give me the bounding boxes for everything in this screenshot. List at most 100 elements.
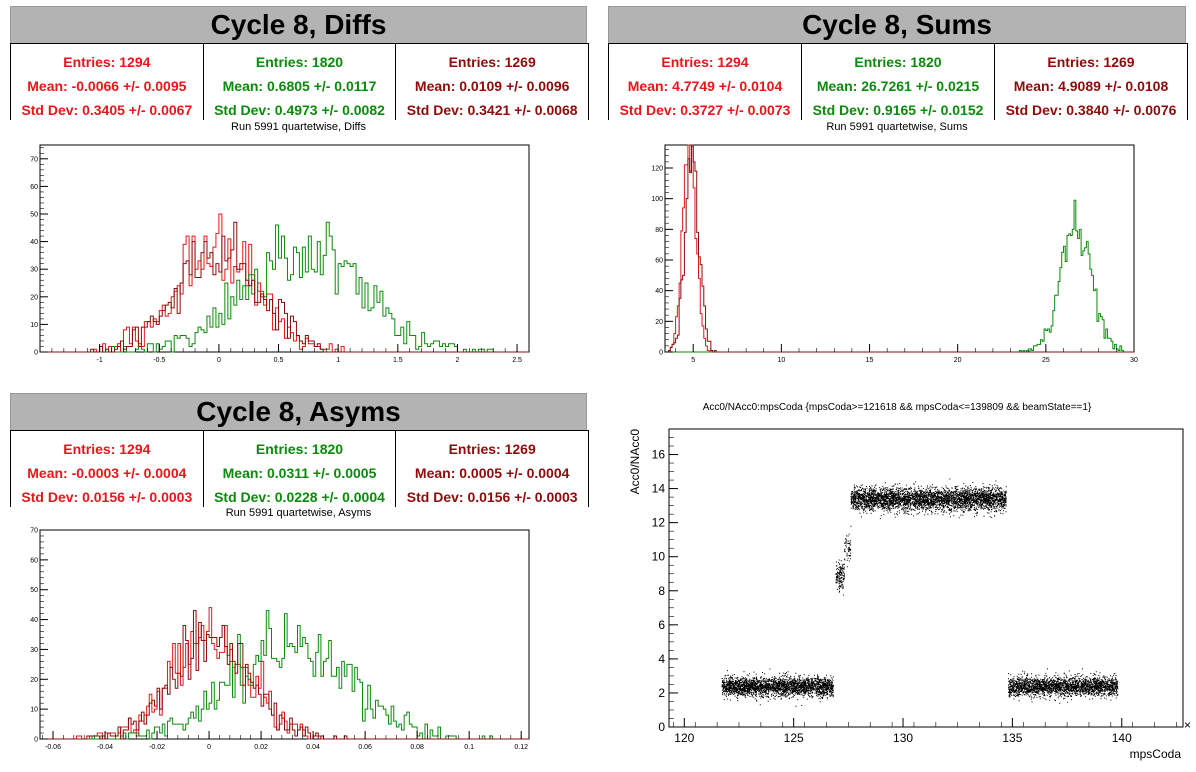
x-tick-label: 0.02 (254, 744, 268, 751)
asyms-subtitle: Run 5991 quartetwise, Asyms (225, 507, 372, 519)
y-tick-label: 60 (655, 258, 663, 265)
asyms-histogram: -0.06 -0.04 -0.02 0 0.02 0.04 0.06 0.08 0.1 0.12 0… (30, 528, 530, 751)
scatter-plot: 120 125 130 135 140 0 2 4 6 8 10 12 14 16 ×103 mpsCoda A… (628, 428, 1192, 761)
sums-title: Cycle 8, Sums (608, 6, 1186, 44)
histogram-series-3 (40, 610, 529, 740)
mean-label: Mean: 4.7749 +/- 0.0104 (627, 78, 783, 94)
y-axis-label: Acc0/NAcc0 (628, 429, 642, 495)
diffs-title: Cycle 8, Diffs (10, 6, 587, 44)
mean-label: Mean: 0.0311 +/- 0.0005 (222, 465, 377, 481)
y-tick-label: 10 (652, 550, 666, 564)
entries-label: Entries: 1820 (854, 54, 942, 70)
x-tick-label: 0.5 (274, 357, 284, 364)
y-tick-label: 10 (30, 707, 38, 714)
x-tick-label: 5 (691, 357, 695, 364)
y-tick-label: 50 (30, 212, 38, 219)
entries-label: Entries: 1269 (1047, 54, 1135, 70)
y-tick-label: 4 (658, 652, 665, 666)
sums-stats-col-2: Entries: 1820 Mean: 26.7261 +/- 0.0215 S… (802, 44, 995, 120)
x-tick-label: 0.1 (464, 744, 474, 751)
x-tick-label: 25 (1042, 357, 1050, 364)
plot-frame (668, 428, 1184, 728)
stddev-label: Std Dev: 0.3421 +/- 0.0068 (406, 102, 578, 118)
asyms-stats-col-1: Entries: 1294 Mean: -0.0003 +/- 0.0004 S… (11, 431, 204, 507)
y-tick-label: 8 (658, 584, 665, 598)
mean-label: Mean: 0.6805 +/- 0.0117 (222, 78, 377, 94)
entries-label: Entries: 1294 (63, 54, 151, 70)
y-tick-label: 100 (651, 196, 663, 203)
x-tick-label: -1 (97, 357, 103, 364)
sums-stats-col-1: Entries: 1294 Mean: 4.7749 +/- 0.0104 St… (609, 44, 802, 120)
asyms-stats: Entries: 1294 Mean: -0.0003 +/- 0.0004 S… (10, 430, 589, 507)
x-tick-label: 135 (1002, 731, 1022, 745)
scatter-cluster-2 (835, 558, 845, 596)
y-tick-label: 40 (655, 288, 663, 295)
x-tick-label: 1.5 (393, 357, 403, 364)
x-tick-label: 140 (1112, 731, 1132, 745)
x-multiplier-label: ×103 (1184, 717, 1192, 732)
histogram-series-2 (665, 199, 1134, 353)
x-tick-label: 0 (207, 744, 211, 751)
sums-subtitle: Run 5991 quartetwise, Sums (826, 121, 968, 133)
x-tick-label: -0.06 (45, 744, 61, 751)
diffs-stats: Entries: 1294 Mean: -0.0066 +/- 0.0095 S… (10, 43, 589, 120)
plot-frame (39, 529, 530, 740)
entries-label: Entries: 1269 (448, 441, 536, 457)
asyms-title: Cycle 8, Asyms (10, 393, 587, 431)
mean-label: Mean: 0.0109 +/- 0.0096 (414, 78, 570, 94)
stddev-label: Std Dev: 0.0156 +/- 0.0003 (21, 489, 193, 505)
y-tick-label: 30 (30, 267, 38, 274)
x-tick-label: -0.5 (153, 357, 165, 364)
y-tick-label: 14 (652, 482, 666, 496)
histogram-series-3 (665, 144, 1134, 353)
y-tick-label: 0 (658, 720, 665, 734)
y-tick-label: 40 (30, 239, 38, 246)
histogram-series-3 (40, 221, 529, 353)
x-tick-label: 130 (893, 731, 913, 745)
y-tick-label: 12 (652, 516, 666, 530)
scatter-points (721, 478, 1119, 707)
y-tick-label: 16 (652, 448, 666, 462)
entries-label: Entries: 1820 (255, 54, 344, 70)
x-tick-label: 0.08 (410, 744, 424, 751)
entries-label: Entries: 1820 (255, 441, 344, 457)
stddev-label: Std Dev: 0.4973 +/- 0.0082 (214, 102, 385, 118)
stddev-label: Std Dev: 0.3840 +/- 0.0076 (1005, 102, 1177, 118)
diffs-histogram: -1 -0.5 0 0.5 1 1.5 2 2.5 0 10 20 30 40 50 60 70 (30, 144, 530, 364)
stddev-label: Std Dev: 0.9165 +/- 0.0152 (812, 102, 984, 118)
y-tick-label: 0 (659, 350, 663, 357)
y-tick-label: 10 (30, 322, 38, 329)
x-tick-label: 10 (777, 357, 785, 364)
sums-histogram: 5 10 15 20 25 30 0 20 40 60 80 100 120 (651, 144, 1138, 364)
x-tick-label: 0.12 (514, 744, 528, 751)
mean-label: Mean: -0.0066 +/- 0.0095 (27, 78, 187, 94)
y-tick-label: 20 (30, 294, 38, 301)
x-tick-label: 20 (954, 357, 962, 364)
x-tick-label: -0.02 (149, 744, 165, 751)
scatter-cluster-4 (850, 478, 1007, 520)
y-tick-label: 60 (30, 184, 38, 191)
mean-label: Mean: 26.7261 +/- 0.0215 (816, 78, 980, 94)
histogram-series-2 (40, 221, 529, 353)
mean-label: Mean: -0.0003 +/- 0.0004 (27, 465, 187, 481)
sums-stats: Entries: 1294 Mean: 4.7749 +/- 0.0104 St… (608, 43, 1188, 120)
x-tick-label: 125 (784, 731, 804, 745)
y-tick-label: 70 (30, 156, 38, 163)
y-tick-label: 20 (30, 677, 38, 684)
stddev-label: Std Dev: 0.0156 +/- 0.0003 (406, 489, 578, 505)
scatter-cluster-5 (1008, 668, 1119, 704)
scatter-cluster-3 (844, 525, 852, 568)
mean-label: Mean: 0.0005 +/- 0.0004 (414, 465, 570, 481)
x-tick-label: 2.5 (512, 357, 522, 364)
y-tick-label: 60 (30, 557, 38, 564)
diffs-subtitle: Run 5991 quartetwise, Diffs (231, 121, 366, 133)
y-tick-label: 2 (658, 686, 665, 700)
x-tick-label: 2 (455, 357, 459, 364)
mean-label: Mean: 4.9089 +/- 0.0108 (1013, 78, 1169, 94)
asyms-stats-col-3: Entries: 1269 Mean: 0.0005 +/- 0.0004 St… (396, 431, 588, 507)
asyms-stats-col-2: Entries: 1820 Mean: 0.0311 +/- 0.0005 St… (204, 431, 397, 507)
plot-frame (39, 144, 530, 353)
entries-label: Entries: 1294 (63, 441, 151, 457)
x-tick-label: 0.04 (306, 744, 320, 751)
y-tick-label: 70 (30, 528, 38, 535)
